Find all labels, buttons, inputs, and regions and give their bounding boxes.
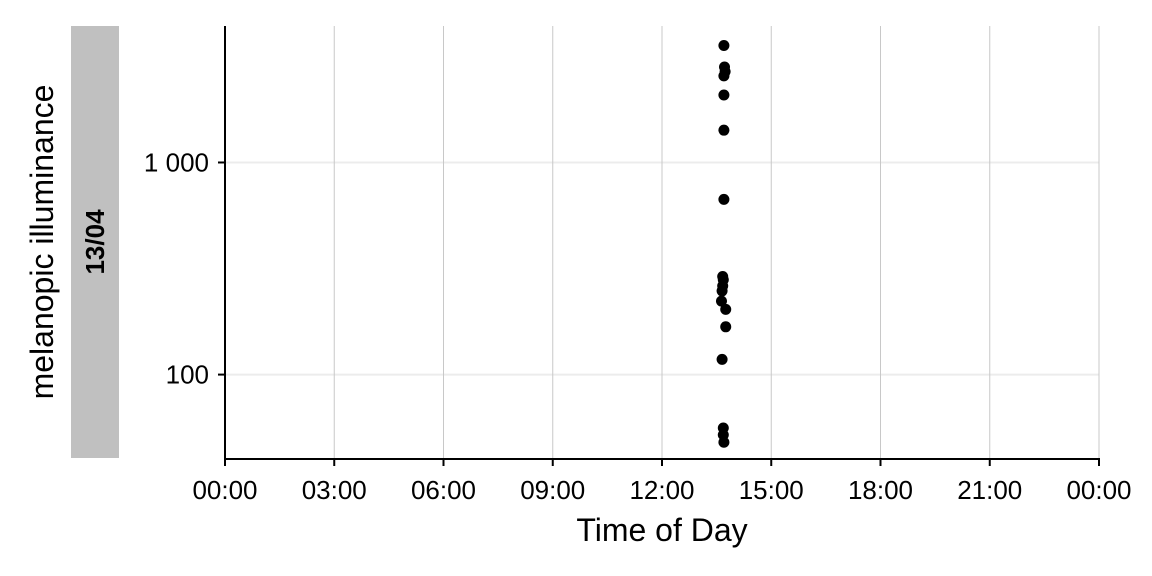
data-point (718, 193, 730, 205)
data-point (715, 295, 727, 307)
y-axis-ticks: 100 1 000 (144, 147, 225, 390)
x-tick-label: 21:00 (957, 475, 1022, 505)
grid-lines-x (333, 26, 1100, 459)
data-point (718, 40, 730, 52)
x-tick-label: 03:00 (302, 475, 367, 505)
x-tick-label: 18:00 (848, 475, 913, 505)
x-tick-label: 06:00 (411, 475, 476, 505)
x-tick-label: 00:00 (192, 475, 257, 505)
data-point (716, 285, 728, 297)
x-tick-label: 15:00 (739, 475, 804, 505)
data-point (718, 70, 730, 82)
x-tick-label: 00:00 (1066, 475, 1131, 505)
x-axis-ticks: 00:00 03:00 06:00 09:00 12:00 15:00 18:00 21:00… (192, 459, 1132, 505)
data-point (718, 124, 730, 136)
y-tick-label: 1 000 (144, 147, 209, 177)
y-axis-title: melanopic illuminance (24, 85, 60, 400)
data-point (718, 436, 730, 448)
x-tick-label: 12:00 (629, 475, 694, 505)
facet-strip-label: 13/04 (80, 209, 110, 275)
data-point (720, 303, 732, 315)
data-point (720, 321, 732, 333)
x-tick-label: 09:00 (520, 475, 585, 505)
data-point (716, 353, 728, 365)
data-point (718, 89, 730, 101)
data-points (715, 40, 732, 448)
x-axis-title: Time of Day (576, 512, 747, 548)
facet-strip (71, 26, 119, 458)
y-tick-label: 100 (166, 360, 209, 390)
